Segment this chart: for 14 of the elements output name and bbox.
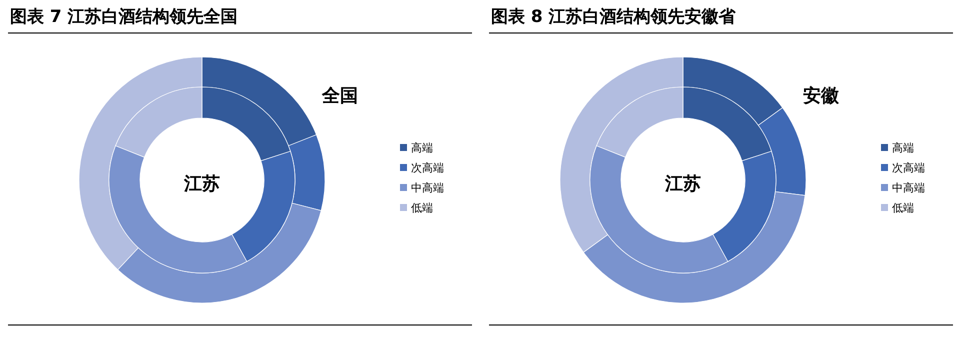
chart-title: 图表 7 江苏白酒结构领先全国	[10, 7, 238, 27]
legend-label: 低端	[411, 202, 433, 214]
slice-label: 江苏	[183, 174, 220, 194]
slice-label: 江苏	[664, 174, 701, 194]
legend-label: 中高端	[892, 182, 925, 194]
legend-label: 高端	[411, 142, 433, 154]
legend-label: 低端	[892, 202, 914, 214]
chart-title: 图表 8 江苏白酒结构领先安徽省	[491, 7, 737, 27]
slice-label: 全国	[321, 86, 358, 106]
legend-label: 高端	[892, 142, 914, 154]
slice-label: 安徽	[803, 86, 840, 106]
legend-label: 中高端	[411, 182, 444, 194]
legend-label: 次高端	[411, 162, 444, 174]
legend-label: 次高端	[892, 162, 925, 174]
